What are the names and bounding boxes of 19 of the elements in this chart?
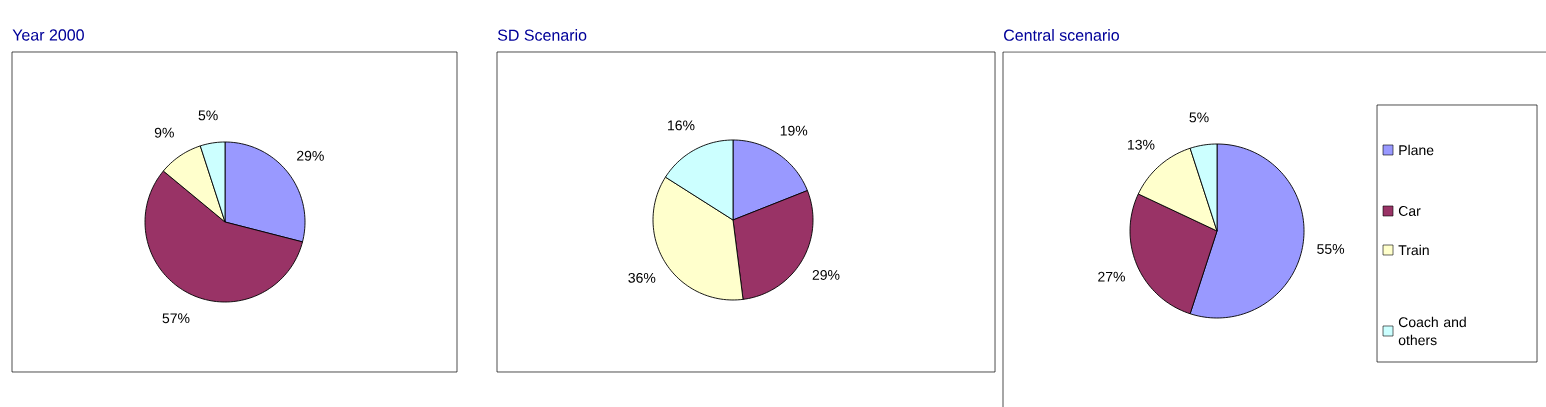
- chart-title: Year 2000: [12, 29, 84, 41]
- chart-title: SD Scenario: [497, 29, 587, 41]
- legend-label: Plane: [1399, 144, 1434, 156]
- legend-label: Coach and others: [1398, 316, 1466, 346]
- data-label: 29%: [812, 270, 840, 280]
- data-label: 57%: [162, 313, 190, 324]
- data-label: 29%: [297, 150, 324, 161]
- data-label: 55%: [1317, 244, 1345, 254]
- data-label: 27%: [1098, 271, 1125, 282]
- data-label: 13%: [1128, 139, 1155, 150]
- data-label: 5%: [198, 110, 218, 121]
- data-label: 9%: [154, 127, 174, 138]
- legend-label: Train: [1398, 244, 1429, 256]
- legend-label: Car: [1398, 206, 1421, 216]
- chart-title: Central scenario: [1004, 29, 1119, 41]
- data-label: 5%: [1189, 112, 1209, 123]
- data-label: 36%: [628, 272, 656, 283]
- data-label: 16%: [668, 120, 695, 131]
- data-label: 19%: [780, 125, 808, 136]
